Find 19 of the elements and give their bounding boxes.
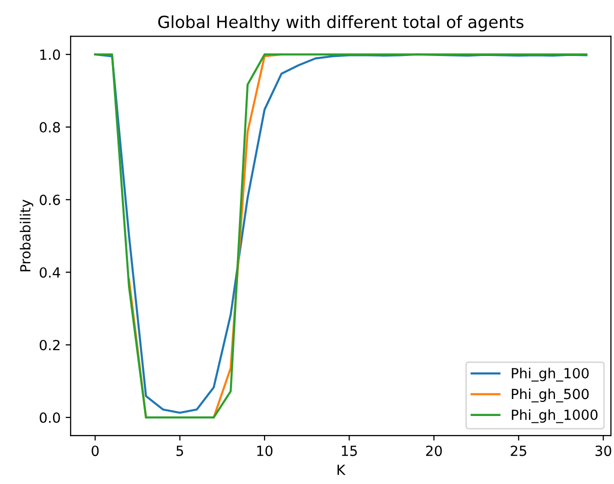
x-tick-label: 0 — [92, 446, 99, 456]
y-tick-label: 0.2 — [40, 340, 60, 350]
x-tick-label: 10 — [257, 446, 272, 456]
legend-label: Phi_gh_1000 — [512, 409, 598, 424]
y-tick-label: 1.0 — [40, 49, 60, 60]
y-tick-label: 0.4 — [40, 267, 60, 278]
x-tick-label: 30 — [596, 446, 612, 456]
y-tick-label: 0.8 — [40, 122, 60, 133]
x-tick-label: 25 — [510, 446, 526, 456]
y-tick-label: 0.0 — [40, 412, 60, 423]
legend-label: Phi_gh_100 — [512, 368, 589, 382]
x-axis-title: K — [338, 464, 346, 475]
chart-title: Global Healthy with different total of agents — [158, 15, 524, 32]
legend-label: Phi_gh_500 — [512, 388, 589, 402]
x-tick-label: 15 — [342, 446, 357, 456]
x-tick-label: 5 — [176, 446, 184, 456]
x-tick-label: 20 — [426, 446, 442, 456]
y-tick-label: 0.6 — [40, 194, 60, 206]
y-axis-title: Probability — [20, 200, 34, 272]
